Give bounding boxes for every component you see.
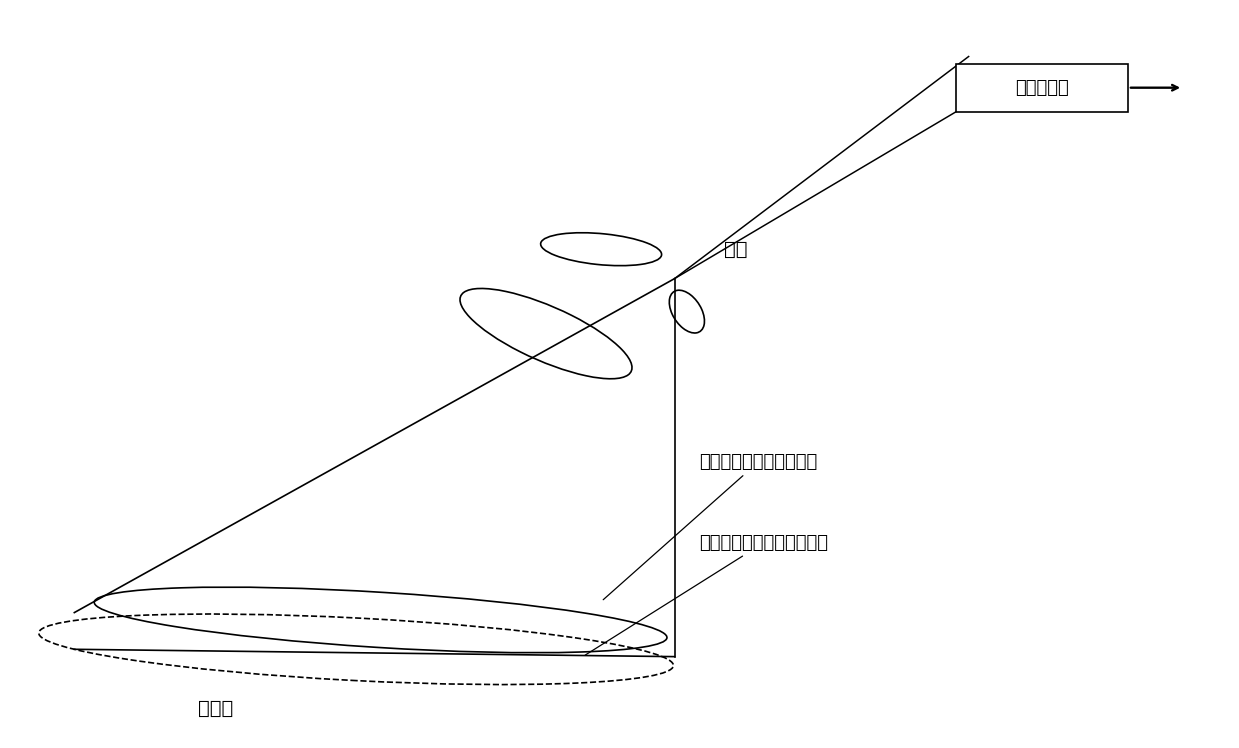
FancyBboxPatch shape bbox=[957, 64, 1127, 111]
Text: 未考虑地形起伏的探测范围: 未考虑地形起伏的探测范围 bbox=[585, 534, 828, 655]
Text: 考虑地形起伏的探测范围: 考虑地形起伏的探测范围 bbox=[603, 453, 818, 600]
Text: 微波辐射计: 微波辐射计 bbox=[1015, 79, 1069, 96]
Text: 天线: 天线 bbox=[724, 239, 747, 259]
Text: 水平面: 水平面 bbox=[197, 699, 233, 717]
